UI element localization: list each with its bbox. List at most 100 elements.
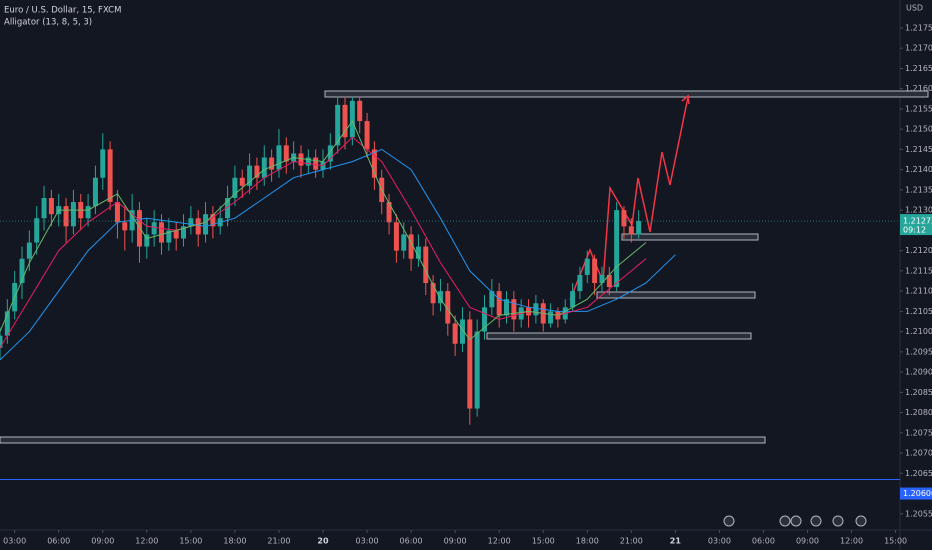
zone [621, 233, 759, 241]
y-tick-label: 1.21550 [905, 104, 932, 113]
indicator-line [0, 120, 647, 341]
last-price-tag [900, 214, 932, 236]
candle-body [496, 291, 502, 316]
candle-body [122, 222, 128, 231]
candle-body [327, 145, 333, 162]
indicator-line [0, 148, 676, 361]
candle-body [452, 323, 458, 344]
candle-body [430, 283, 436, 304]
x-tick-label: 03:00 [708, 537, 731, 546]
candle-body [70, 202, 76, 227]
candle-body [467, 319, 473, 409]
candle-body [225, 197, 231, 219]
candle-body [48, 197, 54, 215]
candle-body [599, 274, 605, 284]
last-price-label: 1.21273 [903, 217, 932, 226]
y-tick-label: 1.20750 [905, 428, 932, 437]
y-tick-label: 1.21600 [905, 84, 932, 93]
zone [324, 90, 929, 98]
candle-body [269, 157, 275, 170]
candle-body [533, 303, 539, 316]
event-marker[interactable] [723, 515, 735, 527]
candle-body [283, 145, 289, 162]
candle-body [577, 274, 583, 292]
candle-body [357, 100, 363, 122]
event-marker[interactable] [810, 515, 822, 527]
candle-body [393, 222, 399, 251]
candle-body [459, 319, 465, 344]
event-marker[interactable] [832, 515, 844, 527]
marker-price-tag [900, 487, 932, 500]
y-tick-label: 1.21700 [905, 44, 932, 53]
x-tick-label: 21:00 [620, 537, 643, 546]
event-marker[interactable] [790, 515, 802, 527]
candle-body [173, 230, 179, 239]
x-tick-label: 06:00 [400, 537, 423, 546]
candle-body [247, 165, 253, 186]
y-tick-label: 1.21400 [905, 165, 932, 174]
y-tick-label: 1.21450 [905, 145, 932, 154]
x-tick-label: 15:00 [532, 537, 555, 546]
candle-body [100, 149, 106, 178]
y-tick-label: 1.21000 [905, 327, 932, 336]
x-tick-label: 06:00 [47, 537, 70, 546]
y-tick-label: 1.20950 [905, 347, 932, 356]
zone [486, 332, 752, 340]
candle-body [423, 246, 429, 284]
candle-body [144, 234, 150, 247]
indicator-label: Alligator (13, 8, 5, 3) [4, 18, 92, 28]
x-tick-label: 18:00 [223, 537, 246, 546]
y-tick-label: 1.21300 [905, 206, 932, 215]
candle-body [570, 291, 576, 308]
candle-body [415, 246, 421, 259]
event-marker[interactable] [855, 515, 867, 527]
candle-body [364, 121, 370, 150]
y-tick-label: 1.20800 [905, 408, 932, 417]
candle-body [254, 165, 260, 178]
candle-body [349, 100, 355, 138]
candle-body [181, 226, 187, 239]
countdown-label: 09:12 [903, 226, 926, 235]
candle-body [371, 149, 377, 178]
candle-body [335, 104, 341, 146]
x-tick-label: 12:00 [840, 537, 863, 546]
candle-body [210, 214, 216, 227]
zone [0, 436, 766, 444]
y-tick-label: 1.20700 [905, 449, 932, 458]
y-tick-label: 1.21100 [905, 287, 932, 296]
candle-body [305, 157, 311, 166]
candle-body [489, 291, 495, 308]
y-tick-label: 1.20850 [905, 388, 932, 397]
candle-body [107, 149, 113, 203]
candle-body [548, 311, 554, 324]
y-tick-label: 1.21150 [905, 266, 932, 275]
candle-body [166, 230, 172, 243]
candle-body [63, 206, 69, 227]
x-tick-label: 21 [670, 537, 682, 546]
y-tick-label: 1.21350 [905, 185, 932, 194]
x-tick-label: 03:00 [356, 537, 379, 546]
candle-body [41, 197, 47, 219]
candle-body [4, 311, 10, 336]
y-tick-label: 1.20900 [905, 368, 932, 377]
x-tick-label: 09:00 [91, 537, 114, 546]
x-tick-label: 12:00 [135, 537, 158, 546]
x-tick-label: 03:00 [3, 537, 26, 546]
event-marker[interactable] [779, 515, 791, 527]
candle-body [203, 214, 209, 235]
y-tick-label: 1.20650 [905, 469, 932, 478]
candle-body [636, 221, 642, 235]
candle-body [437, 291, 443, 304]
event-markers [723, 515, 867, 527]
candle-body [239, 177, 245, 186]
y-tick-label: 1.21050 [905, 307, 932, 316]
currency-label: USD [906, 4, 923, 13]
y-tick-label: 1.21200 [905, 246, 932, 255]
candle-body [85, 206, 91, 219]
x-tick-label: 12:00 [488, 537, 511, 546]
candle-body [628, 226, 634, 235]
candle-body [114, 202, 120, 223]
